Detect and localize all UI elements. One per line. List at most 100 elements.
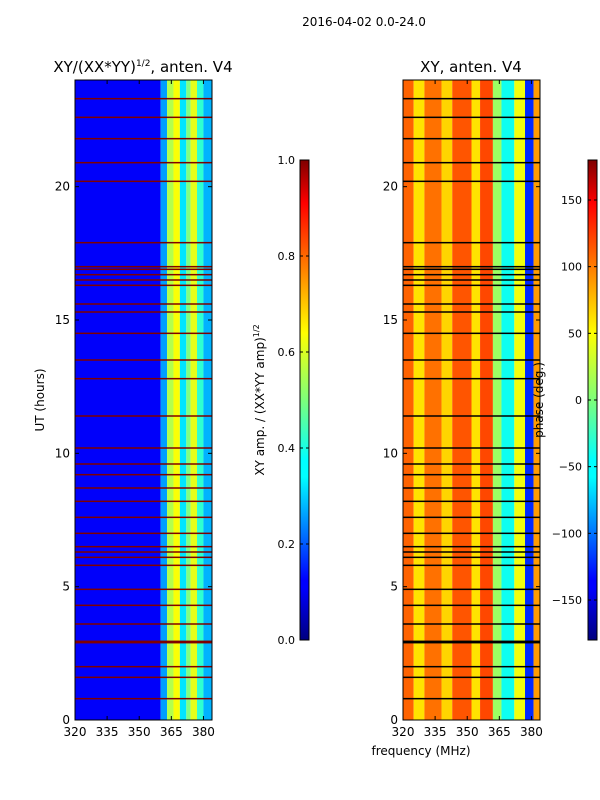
right-flagged-row-35 [403, 697, 540, 700]
right-x-ticks: 320 335 350 365 380 [392, 80, 543, 739]
right-flagged-row-8 [403, 273, 540, 276]
left-flagged-row-33 [75, 665, 212, 668]
left-colorbar-tick-label: 0.2 [278, 538, 296, 551]
right-flagged-row-32 [403, 641, 540, 644]
right-flagged-row-3 [403, 161, 540, 164]
right-flagged-row-22 [403, 516, 540, 519]
right-band-3 [441, 80, 453, 720]
left-band-1 [160, 80, 168, 720]
right-band-9 [514, 80, 526, 720]
right-flagged-row-5 [403, 241, 540, 244]
left-flagged-row-1 [75, 116, 212, 119]
left-colorbar-tick-label: 0.0 [278, 634, 296, 647]
left-flagged-row-15 [75, 377, 212, 380]
right-x-tick-label: 335 [424, 725, 447, 739]
left-flagged-row-34 [75, 676, 212, 679]
left-x-tick-label: 350 [128, 725, 151, 739]
right-y-tick-label: 10 [383, 446, 398, 460]
left-flagged-row-18 [75, 463, 212, 465]
left-flagged-row-5 [75, 241, 212, 244]
left-flagged-row-0 [75, 97, 212, 100]
right-flagged-row-31 [403, 640, 540, 643]
left-y-tick-label: 10 [55, 446, 70, 460]
left-band-3 [173, 80, 180, 720]
right-axes-frame [402, 79, 541, 721]
right-flagged-row-21 [403, 500, 540, 503]
left-flagged-row-20 [75, 487, 212, 489]
right-y-ticks: 0 5 10 15 20 [383, 180, 540, 727]
left-colorbar-ticks: 0.0 0.2 0.4 0.6 0.8 1.0 [278, 154, 309, 647]
left-flagged-row-3 [75, 161, 212, 164]
left-colorbar-label-exp: 1/2 [252, 324, 261, 337]
left-flagged-row-7 [75, 268, 212, 271]
right-colorbar-tick-label: 0 [575, 394, 582, 407]
right-flagged-row-28 [403, 588, 540, 591]
left-axes-frame [74, 79, 213, 721]
right-y-tick-label: 15 [383, 313, 398, 327]
left-flagged-row-27 [75, 564, 212, 567]
left-flagged-row-9 [75, 279, 212, 281]
left-flagged-row-2 [75, 137, 212, 140]
right-flagged-row-17 [403, 447, 540, 449]
left-x-ticks: 320 335 350 365 380 [64, 80, 215, 739]
right-flagged-rows [403, 97, 540, 700]
left-flagged-row-26 [75, 556, 212, 559]
right-x-tick-label: 320 [392, 725, 415, 739]
left-band-7 [197, 80, 204, 720]
right-colorbar-tick-label: 100 [561, 261, 582, 274]
right-x-tick-label: 365 [488, 725, 511, 739]
right-flagged-row-6 [403, 265, 540, 268]
left-flagged-row-19 [75, 473, 212, 476]
left-title-tail: , anten. V4 [150, 58, 232, 76]
right-y-tick-label: 5 [390, 580, 398, 594]
left-panel: XY/(XX*YY)1/2, anten. V4 320 335 350 365 380… [33, 58, 233, 739]
right-x-tick-label: 380 [520, 725, 543, 739]
left-band-5 [186, 80, 191, 720]
left-band-8 [203, 80, 212, 720]
right-flagged-row-15 [403, 377, 540, 380]
left-flagged-row-22 [75, 516, 212, 519]
left-flagged-row-28 [75, 588, 212, 591]
left-ylabel: UT (hours) [33, 368, 47, 431]
right-flagged-row-23 [403, 532, 540, 535]
left-flagged-row-31 [75, 640, 212, 643]
right-colorbar-tick-label: −150 [552, 594, 582, 607]
left-colorbar-label: XY amp. / (XX*YY amp)1/2 [252, 324, 267, 475]
right-band-10 [525, 80, 534, 720]
right-colorbar-label: phase (deg.) [532, 362, 546, 438]
left-flagged-row-35 [75, 697, 212, 700]
left-y-tick-label: 15 [55, 313, 70, 327]
right-flagged-row-13 [403, 332, 540, 335]
left-flagged-row-32 [75, 641, 212, 644]
right-y-tick-label: 0 [390, 713, 398, 727]
right-flagged-row-7 [403, 268, 540, 271]
left-y-tick-label: 0 [62, 713, 70, 727]
right-flagged-row-26 [403, 556, 540, 559]
left-title-main: XY/(XX*YY) [53, 58, 136, 76]
right-band-11 [533, 80, 540, 720]
right-x-tick-label: 350 [456, 725, 479, 739]
right-flagged-row-4 [403, 180, 540, 183]
right-band-2 [424, 80, 442, 720]
left-flagged-row-14 [75, 359, 212, 361]
right-band-1 [413, 80, 425, 720]
right-y-tick-label: 20 [383, 180, 398, 194]
left-title: XY/(XX*YY)1/2, anten. V4 [53, 58, 232, 76]
right-colorbar-tick-label: −100 [552, 527, 582, 540]
left-band-4 [179, 80, 187, 720]
left-colorbar: 0.0 0.2 0.4 0.6 0.8 1.0 XY amp. / (XX*YY amp)… [252, 154, 310, 647]
left-x-tick-label: 320 [64, 725, 87, 739]
right-flagged-row-2 [403, 137, 540, 140]
right-title: XY, anten. V4 [420, 58, 522, 76]
right-flagged-row-24 [403, 545, 540, 548]
left-title-exp: 1/2 [136, 59, 150, 69]
left-colorbar-label-main: XY amp. / (XX*YY amp) [253, 337, 267, 475]
right-flagged-row-9 [403, 279, 540, 281]
shared-xlabel: frequency (MHz) [371, 744, 470, 758]
right-panel: XY, anten. V4 320 335 350 365 380 0 5 10 15 20 [383, 58, 543, 739]
right-colorbar-ticks: −150 −100 −50 0 50 100 150 [552, 194, 597, 607]
left-flagged-row-13 [75, 332, 212, 335]
right-flagged-row-34 [403, 676, 540, 679]
left-colorbar-tick-label: 0.6 [278, 346, 296, 359]
left-x-tick-label: 335 [96, 725, 119, 739]
